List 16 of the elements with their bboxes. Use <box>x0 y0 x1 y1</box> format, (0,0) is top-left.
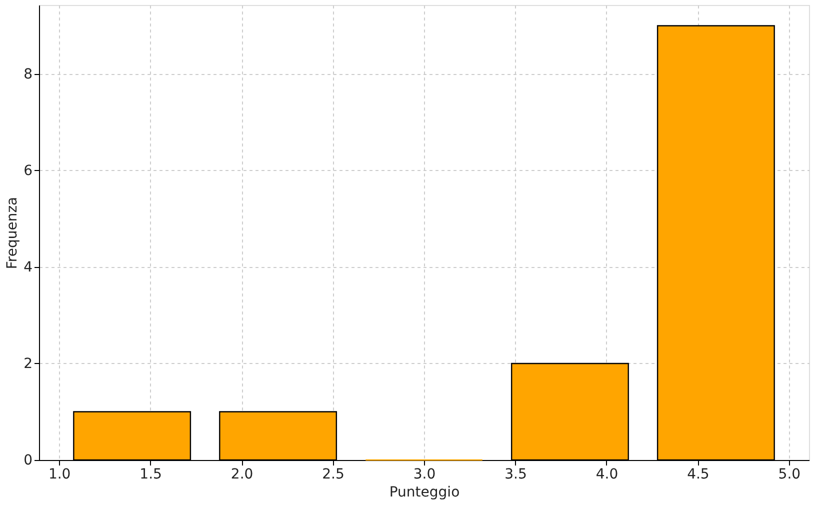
y-tick-label: 2 <box>24 356 32 372</box>
y-tick-label: 8 <box>24 66 32 82</box>
y-tick-label: 6 <box>24 163 33 179</box>
y-tick-label: 4 <box>24 260 33 276</box>
x-tick-label: 2.5 <box>322 466 344 482</box>
x-tick-label: 1.5 <box>140 466 162 482</box>
y-axis-title: Frequenza <box>4 196 21 270</box>
x-tick-label: 1.0 <box>48 466 71 482</box>
x-tick-label: 4.0 <box>596 466 618 482</box>
x-tick-label: 3.0 <box>413 466 436 482</box>
y-tick-label: 0 <box>24 452 32 468</box>
x-tick-label: 3.5 <box>504 466 527 482</box>
x-axis-title: Punteggio <box>389 484 460 500</box>
x-tick-label: 5.0 <box>778 466 801 482</box>
x-tick-label: 4.5 <box>687 466 710 482</box>
x-tick-label: 2.0 <box>230 466 254 482</box>
